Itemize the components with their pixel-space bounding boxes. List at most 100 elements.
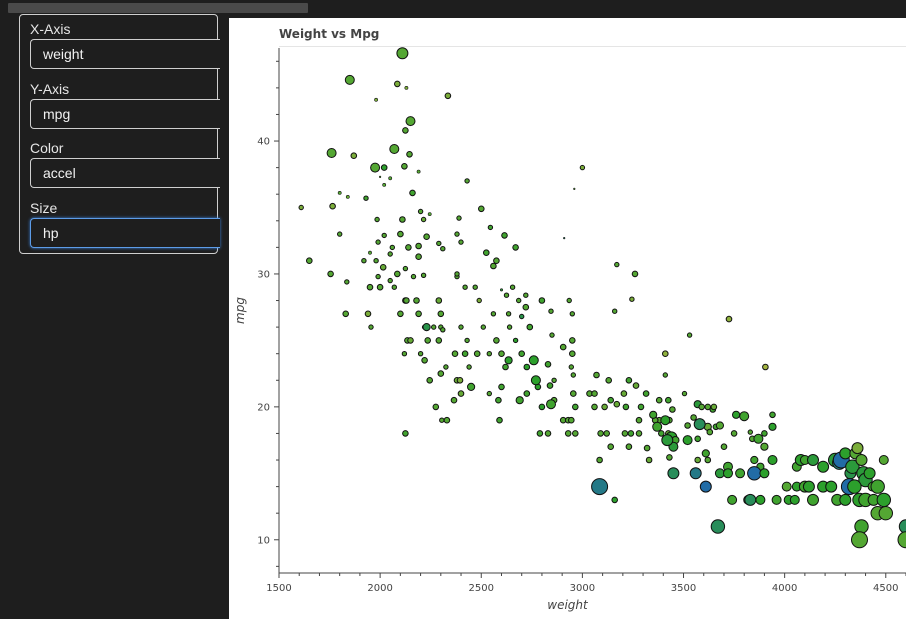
data-point[interactable] <box>817 460 830 473</box>
data-point[interactable] <box>478 205 485 213</box>
data-point[interactable] <box>591 403 598 411</box>
data-point[interactable] <box>413 297 420 304</box>
data-point[interactable] <box>396 47 409 60</box>
data-point[interactable] <box>568 416 575 424</box>
data-point[interactable] <box>498 350 505 358</box>
data-point[interactable] <box>345 194 350 199</box>
data-point[interactable] <box>515 396 524 405</box>
size-select[interactable]: hp <box>30 218 220 248</box>
data-point[interactable] <box>450 396 458 404</box>
data-point[interactable] <box>344 74 355 85</box>
data-point[interactable] <box>467 382 476 391</box>
data-point[interactable] <box>768 422 777 431</box>
data-point[interactable] <box>652 421 663 432</box>
data-point[interactable] <box>490 311 497 317</box>
data-point[interactable] <box>760 442 769 451</box>
data-point[interactable] <box>690 414 697 421</box>
data-point[interactable] <box>761 430 768 437</box>
data-point[interactable] <box>669 406 676 413</box>
data-point[interactable] <box>401 163 408 170</box>
data-point[interactable] <box>863 467 876 480</box>
data-point[interactable] <box>730 430 738 437</box>
data-point[interactable] <box>593 371 600 379</box>
data-point[interactable] <box>643 444 651 452</box>
data-point[interactable] <box>366 283 374 291</box>
data-point[interactable] <box>735 468 746 479</box>
data-point[interactable] <box>420 272 427 278</box>
data-point[interactable] <box>415 310 422 318</box>
data-point[interactable] <box>727 494 738 505</box>
data-point[interactable] <box>388 176 393 181</box>
data-point[interactable] <box>878 455 889 465</box>
data-point[interactable] <box>456 215 462 221</box>
data-point[interactable] <box>662 350 669 358</box>
data-point[interactable] <box>753 433 764 444</box>
data-point[interactable] <box>732 410 741 419</box>
data-point[interactable] <box>614 261 620 268</box>
data-point[interactable] <box>570 372 576 378</box>
data-point[interactable] <box>704 456 712 464</box>
data-point[interactable] <box>781 481 792 492</box>
data-point[interactable] <box>405 116 416 127</box>
data-point[interactable] <box>762 363 769 371</box>
data-point[interactable] <box>605 377 613 384</box>
data-point[interactable] <box>440 246 446 252</box>
data-point[interactable] <box>839 493 852 506</box>
data-point[interactable] <box>374 97 379 102</box>
data-point[interactable] <box>601 403 608 411</box>
data-point[interactable] <box>381 232 387 239</box>
data-point[interactable] <box>544 361 552 368</box>
data-point[interactable] <box>759 468 770 479</box>
data-point[interactable] <box>694 435 702 443</box>
data-point[interactable] <box>720 443 728 451</box>
data-point[interactable] <box>487 224 494 231</box>
data-point[interactable] <box>613 400 621 408</box>
data-point[interactable] <box>473 350 481 358</box>
data-point[interactable] <box>482 249 490 256</box>
data-point[interactable] <box>501 232 508 239</box>
data-point[interactable] <box>898 519 906 534</box>
data-point[interactable] <box>579 164 586 171</box>
data-point[interactable] <box>427 212 432 217</box>
data-point[interactable] <box>658 430 665 437</box>
data-point[interactable] <box>538 297 546 304</box>
data-point[interactable] <box>437 370 445 377</box>
data-point[interactable] <box>536 430 544 437</box>
data-point[interactable] <box>306 257 313 264</box>
data-point[interactable] <box>548 308 554 314</box>
data-point[interactable] <box>401 351 408 357</box>
data-point[interactable] <box>373 258 379 264</box>
data-point[interactable] <box>839 447 852 460</box>
data-point[interactable] <box>451 350 459 358</box>
y-axis-select[interactable]: mpg <box>30 99 220 129</box>
data-point[interactable] <box>490 262 497 270</box>
data-point[interactable] <box>807 493 819 506</box>
data-point[interactable] <box>603 430 611 437</box>
data-point[interactable] <box>686 332 693 338</box>
data-point[interactable] <box>551 377 557 383</box>
data-point[interactable] <box>665 396 672 404</box>
data-point[interactable] <box>771 494 782 505</box>
data-point[interactable] <box>405 244 412 251</box>
data-point[interactable] <box>361 258 367 264</box>
data-point[interactable] <box>851 442 864 455</box>
data-point[interactable] <box>649 410 658 419</box>
data-point[interactable] <box>394 80 401 88</box>
data-point[interactable] <box>498 383 505 391</box>
data-point[interactable] <box>564 430 572 437</box>
data-point[interactable] <box>397 230 404 238</box>
data-point[interactable] <box>522 303 530 311</box>
data-point[interactable] <box>415 242 422 250</box>
data-point[interactable] <box>845 459 860 474</box>
data-point[interactable] <box>444 92 452 100</box>
data-point[interactable] <box>755 494 766 505</box>
data-point[interactable] <box>364 310 372 318</box>
data-point[interactable] <box>621 430 629 437</box>
data-point[interactable] <box>568 364 574 370</box>
data-point[interactable] <box>506 324 513 330</box>
data-point[interactable] <box>370 162 381 173</box>
data-point[interactable] <box>596 456 603 464</box>
data-point[interactable] <box>747 429 753 435</box>
data-point[interactable] <box>655 396 663 404</box>
data-point[interactable] <box>326 148 337 158</box>
